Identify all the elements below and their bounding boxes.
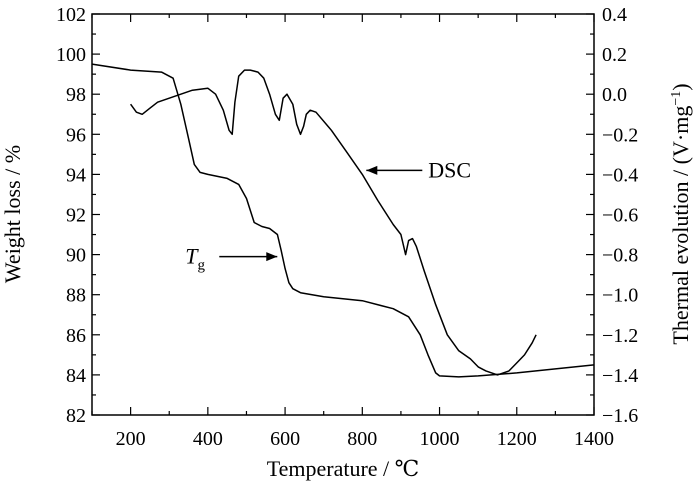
- x-tick-label: 1400: [574, 428, 614, 450]
- y-left-tick-label: 90: [66, 245, 86, 267]
- tg-arrowhead: [266, 252, 278, 262]
- y-left-tick-label: 92: [66, 205, 86, 227]
- right-axis-title-sup: −1: [669, 91, 684, 106]
- y-left-tick-label: 86: [66, 325, 86, 347]
- x-axis-title: Temperature / ℃: [267, 456, 420, 481]
- x-tick-label: 1000: [420, 428, 460, 450]
- y-left-tick-label: 100: [56, 44, 86, 66]
- y-right-tick-label: 0.4: [602, 4, 627, 26]
- series-line-tg: [91, 63, 595, 378]
- series-group: [91, 63, 595, 378]
- y-right-tick-label: −1.0: [602, 285, 638, 307]
- annotations: DSC Tg: [185, 157, 471, 273]
- y-right-tick-label: −0.8: [602, 245, 638, 267]
- y-left-tick-label: 82: [66, 405, 86, 427]
- y-left-tick-label: 88: [66, 285, 86, 307]
- y-right-tick-label: 0.0: [602, 84, 627, 106]
- axis-tick-labels: 200 400 600 800 1000 1200 1400 82 84 86 88 90 92 94 96…: [56, 4, 638, 450]
- x-tick-label: 1200: [497, 428, 537, 450]
- dsc-arrowhead: [366, 165, 378, 175]
- y-right-tick-label: −0.4: [602, 164, 638, 186]
- y-left-tick-label: 94: [66, 164, 86, 186]
- dsc-label: DSC: [428, 157, 471, 182]
- tg-label: Tg: [185, 244, 205, 274]
- y-left-tick-label: 96: [66, 124, 86, 146]
- x-tick-label: 400: [193, 428, 223, 450]
- y-right-tick-label: −1.2: [602, 325, 638, 347]
- y-left-tick-label: 98: [66, 84, 86, 106]
- left-axis-title: Weight loss / %: [0, 145, 25, 283]
- y-right-tick-label: −0.2: [602, 124, 638, 146]
- plot-frame: [91, 13, 595, 416]
- x-tick-label: 800: [347, 428, 377, 450]
- y-right-tick-label: −0.6: [602, 205, 638, 227]
- right-axis-title: Thermal evolution / (V·mg−1): [668, 83, 693, 344]
- y-left-tick-label: 84: [66, 365, 86, 387]
- right-axis-title-main: Thermal evolution / (V·mg: [668, 106, 693, 345]
- y-right-tick-label: −1.6: [602, 405, 638, 427]
- x-tick-label: 600: [270, 428, 300, 450]
- y-left-tick-label: 102: [56, 4, 86, 26]
- tg-label-sub: g: [198, 258, 206, 274]
- tg-label-main: T: [185, 244, 199, 269]
- x-tick-label: 200: [116, 428, 146, 450]
- y-right-tick-label: 0.2: [602, 44, 627, 66]
- series-line-dsc: [129, 69, 537, 376]
- axis-ticks: [91, 13, 595, 416]
- y-right-tick-label: −1.4: [602, 365, 638, 387]
- right-axis-title-close: ): [668, 83, 693, 90]
